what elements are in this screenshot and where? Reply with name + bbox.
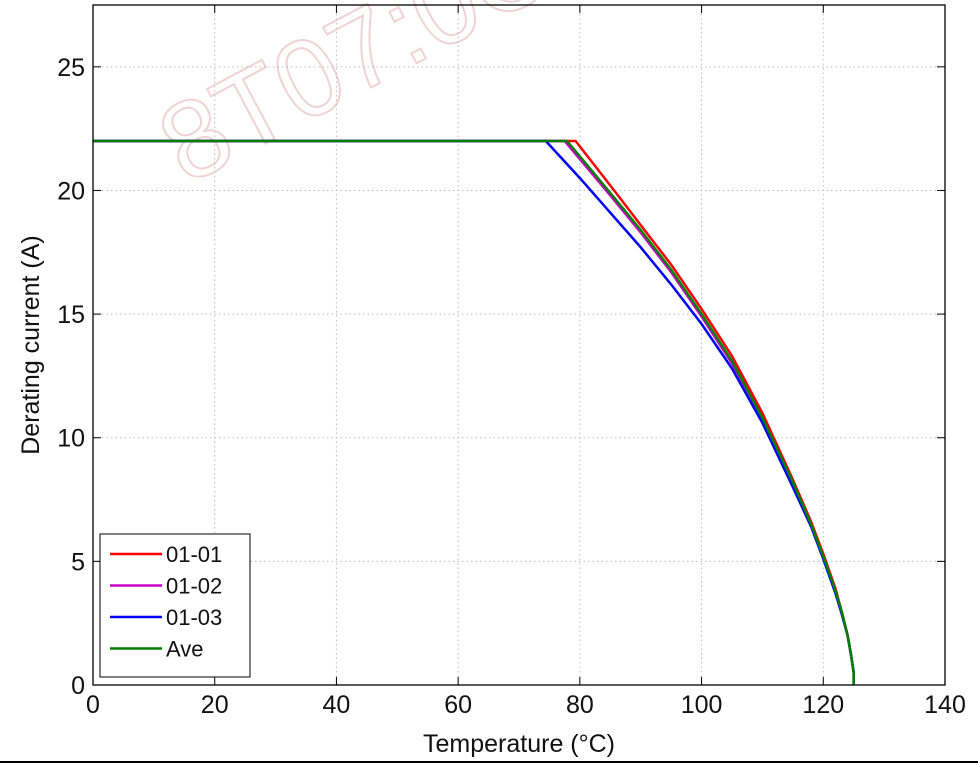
x-tick-label: 80 — [566, 691, 594, 719]
x-tick-label: 120 — [802, 691, 844, 719]
y-tick-label: 5 — [71, 548, 85, 576]
plot-frame — [92, 4, 946, 686]
series-line-ave — [93, 139, 855, 685]
x-tick-label: 40 — [323, 691, 351, 719]
x-tick-label: 60 — [444, 691, 472, 719]
legend-label: 01-02 — [166, 574, 222, 599]
y-axis-label: Derating current (A) — [17, 235, 45, 455]
y-tick-label: 20 — [57, 177, 85, 205]
x-tick-label: 20 — [201, 691, 229, 719]
y-tick-label: 25 — [57, 54, 85, 82]
legend: 01-01 01-02 01-03 Ave — [99, 533, 251, 678]
y-tick-label: 0 — [71, 672, 85, 700]
x-tick-label: 0 — [86, 691, 100, 719]
grid — [93, 5, 945, 685]
legend-box — [99, 533, 251, 678]
series-lines — [93, 139, 855, 685]
axis-ticks: 0 20 40 60 80 100 120 140 0 5 10 15 20 25 — [57, 5, 966, 719]
legend-label: 01-01 — [166, 542, 222, 567]
x-tick-label: 140 — [924, 691, 966, 719]
watermark-text: 8T07:0C — [140, 0, 570, 207]
legend-label: Ave — [166, 637, 204, 662]
x-tick-label: 100 — [681, 691, 723, 719]
x-axis-label: Temperature (°C) — [423, 730, 615, 758]
y-tick-label: 15 — [57, 301, 85, 329]
y-tick-label: 10 — [57, 425, 85, 453]
legend-label: 01-03 — [166, 605, 222, 630]
